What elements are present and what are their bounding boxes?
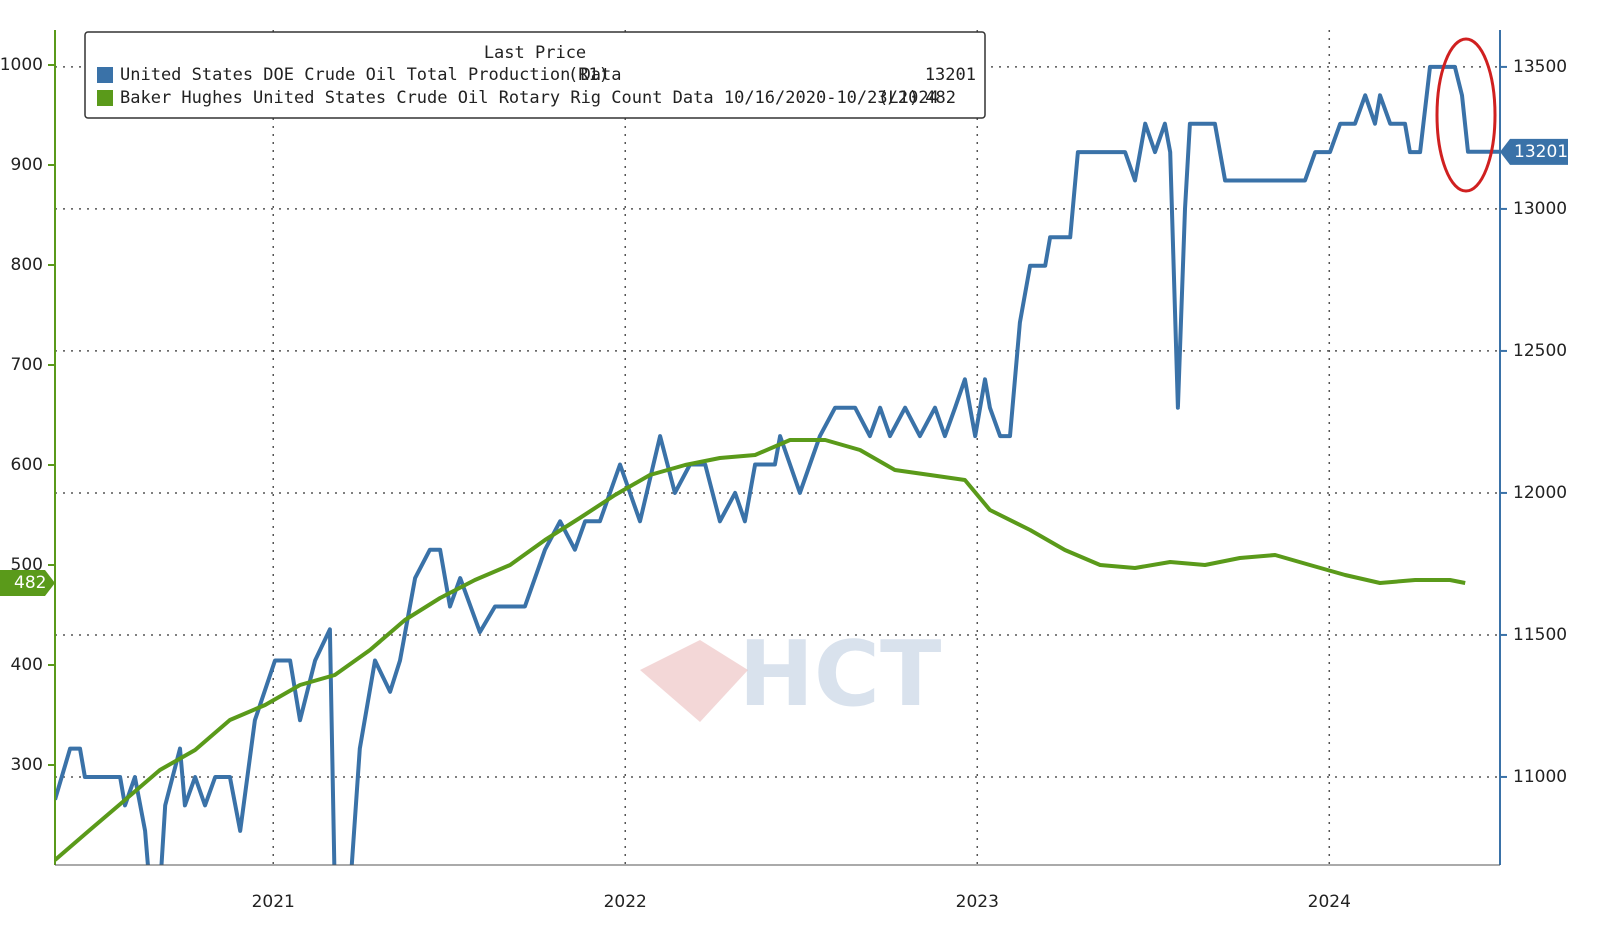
x-tick-label: 2024: [1308, 892, 1351, 912]
last-value-tag: [0, 570, 55, 596]
y-tick-label: 300: [11, 755, 43, 775]
axes: 3004005006007008009001000110001150012000…: [0, 30, 1568, 912]
y2-tick-label: 11000: [1513, 767, 1567, 787]
y2-tick-label: 13000: [1513, 199, 1567, 219]
legend-label: Baker Hughes United States Crude Oil Rot…: [120, 88, 939, 108]
legend-box: [84, 31, 986, 119]
y2-tick-label: 11500: [1513, 625, 1567, 645]
legend-swatch: [97, 67, 113, 83]
y-tick-label: 1000: [0, 55, 43, 75]
y2-tick-label: 12000: [1513, 483, 1567, 503]
series-line: [55, 438, 1466, 862]
y-tick-label: 400: [11, 655, 43, 675]
legend-value: 482: [925, 88, 956, 108]
series-line: [55, 64, 1500, 865]
legend-axis-tag: (R1): [568, 65, 609, 85]
legend: Last Price United States DOE Crude Oil T…: [84, 31, 986, 119]
y2-tick-label: 12500: [1513, 341, 1567, 361]
watermark: HCT: [739, 622, 942, 727]
y2-tick-label: 13500: [1513, 57, 1567, 77]
last-value-label: 13201: [1514, 142, 1568, 162]
legend-value: 13201: [925, 65, 976, 85]
last-value-tag: [1500, 138, 1568, 165]
legend-swatch: [97, 90, 113, 106]
highlight-ellipse: [1435, 37, 1497, 193]
x-tick-label: 2022: [604, 892, 647, 912]
y-tick-label: 600: [11, 455, 43, 475]
watermark-logo: [640, 640, 748, 722]
y-tick-label: 700: [11, 355, 43, 375]
legend-label: United States DOE Crude Oil Total Produc…: [120, 65, 622, 85]
plot-area: [55, 64, 1500, 865]
x-tick-label: 2021: [252, 892, 295, 912]
x-tick-label: 2023: [956, 892, 999, 912]
legend-title: Last Price: [484, 43, 586, 63]
legend-axis-tag: (L1): [878, 88, 919, 108]
y-tick-label: 800: [11, 255, 43, 275]
y-tick-label: 900: [11, 155, 43, 175]
last-value-label: 482: [14, 573, 46, 593]
